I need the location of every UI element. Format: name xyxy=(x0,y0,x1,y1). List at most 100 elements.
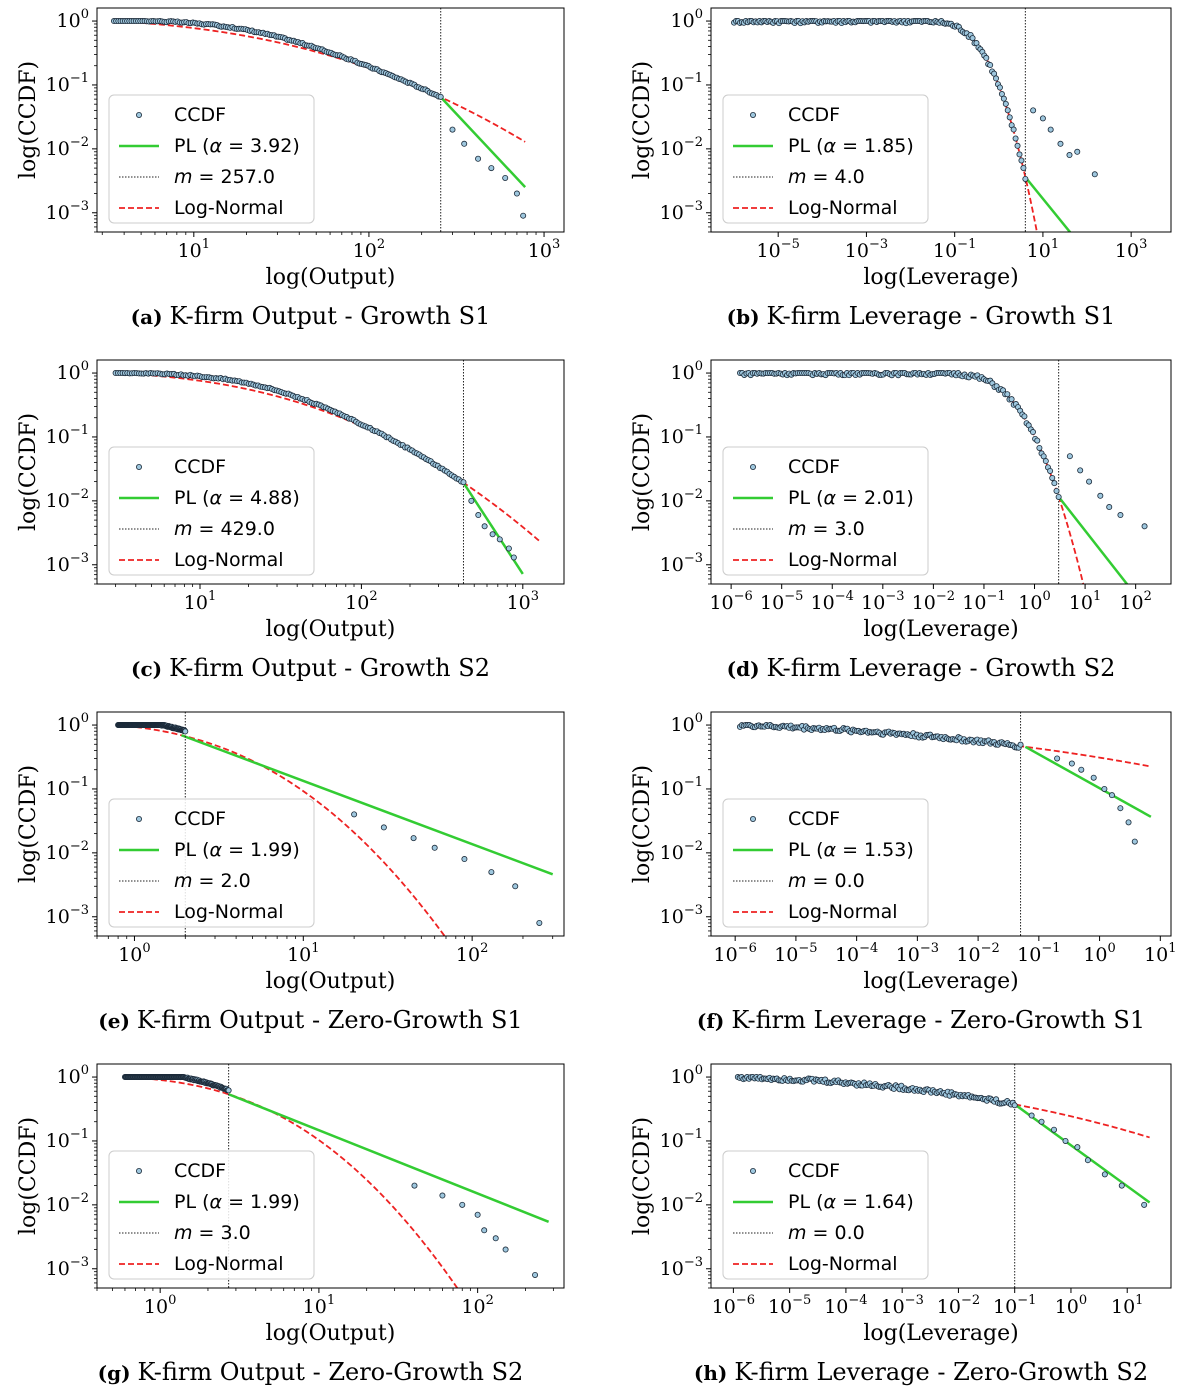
legend-pl-label: PL (α = 1.99) xyxy=(174,839,300,861)
y-axis-label: log(CCDF) xyxy=(16,61,41,179)
chart-c: 100 10−1 10−2 10−3 101 102 103 log(Output) log(C… xyxy=(16,359,565,682)
legend-lognormal-label: Log-Normal xyxy=(174,197,284,219)
legend-box xyxy=(722,94,929,224)
ccdf-point xyxy=(1125,819,1132,826)
y-axis-label: log(CCDF) xyxy=(16,765,41,883)
ccdf-point xyxy=(1018,157,1025,164)
ccdf-point xyxy=(1012,135,1019,142)
legend-box xyxy=(108,94,315,224)
y-tick-label: 100 xyxy=(57,359,89,384)
legend-lognormal-label: Log-Normal xyxy=(174,549,284,571)
legend-ccdf-marker xyxy=(135,1168,142,1175)
ccdf-point xyxy=(489,531,496,538)
x-tick-label: 101 xyxy=(178,237,210,262)
ccdf-point xyxy=(1002,100,1009,107)
y-tick-label: 10−3 xyxy=(660,1255,703,1280)
y-tick-label: 10−1 xyxy=(660,423,703,448)
legend-box xyxy=(722,1150,929,1280)
y-tick-label: 10−1 xyxy=(46,1127,89,1152)
power-law-line xyxy=(439,96,527,188)
legend-ccdf-label: CCDF xyxy=(174,808,226,830)
legend: CCDF PL (α = 1.99) m = 2.0 Log-Normal xyxy=(108,798,315,928)
x-tick-label: 101 xyxy=(184,589,216,614)
power-law-line xyxy=(1024,176,1072,232)
ccdf-point xyxy=(512,883,519,890)
lognormal-line xyxy=(113,20,526,143)
x-axis-label: log(Output) xyxy=(266,265,396,290)
legend-lognormal-label: Log-Normal xyxy=(788,901,898,923)
legend-ccdf-marker xyxy=(750,816,757,823)
ccdf-points xyxy=(731,18,1098,182)
ccdf-point xyxy=(182,728,189,735)
y-tick-label: 10−2 xyxy=(46,135,89,160)
ccdf-point xyxy=(1017,741,1024,748)
y-tick-label: 100 xyxy=(671,7,703,32)
y-tick-label: 10−2 xyxy=(46,839,89,864)
ccdf-point xyxy=(502,174,509,181)
legend-ccdf-marker xyxy=(750,463,757,470)
lognormal-line xyxy=(118,724,446,936)
x-tick-label: 102 xyxy=(456,941,488,966)
x-tick-label: 100 xyxy=(118,941,150,966)
legend-ccdf-label: CCDF xyxy=(174,104,226,126)
plot-frame xyxy=(710,711,1172,937)
x-tick-label: 10−6 xyxy=(712,1293,755,1318)
ccdf-point xyxy=(1028,1112,1035,1119)
x-axis-label: log(Output) xyxy=(266,617,396,642)
legend-ccdf-marker xyxy=(750,112,757,119)
legend: CCDF PL (α = 1.64) m = 0.0 Log-Normal xyxy=(722,1150,929,1280)
legend: CCDF PL (α = 4.88) m = 429.0 Log-Normal xyxy=(108,446,315,576)
ccdf-point xyxy=(1029,429,1036,436)
plot-frame xyxy=(710,1063,1172,1289)
ccdf-point xyxy=(351,811,358,818)
x-tick-label: 10−6 xyxy=(709,589,752,614)
x-tick-label: 10−6 xyxy=(713,941,756,966)
chart-h: 100 10−1 10−2 10−3 10−6 10−5 10−4 10−3 10−2 10−1 1… xyxy=(630,1063,1172,1386)
ccdf-point xyxy=(439,1192,446,1199)
legend-pl-label: PL (α = 2.01) xyxy=(788,487,914,509)
ccdf-point xyxy=(1021,413,1028,420)
x-tick-label: 102 xyxy=(1119,589,1151,614)
y-tick-label: 10−2 xyxy=(660,487,703,512)
ccdf-point xyxy=(1038,1118,1045,1125)
y-tick-label: 10−1 xyxy=(46,71,89,96)
x-tick-label: 10−1 xyxy=(993,1293,1036,1318)
legend-lognormal-label: Log-Normal xyxy=(174,901,284,923)
ccdf-point xyxy=(496,536,503,543)
ccdf-point xyxy=(1074,1144,1081,1151)
ccdf-point xyxy=(410,835,417,842)
legend: CCDF PL (α = 3.92) m = 257.0 Log-Normal xyxy=(108,94,315,224)
legend-m-label: m = 3.0 xyxy=(174,1222,251,1244)
ccdf-point xyxy=(1014,142,1021,149)
ccdf-point xyxy=(1020,164,1027,171)
chart-f: 100 10−1 10−2 10−3 10−6 10−5 10−4 10−3 10−2 10−1 1… xyxy=(630,711,1177,1034)
subfigure-caption: (d) K-firm Leverage - Growth S2 xyxy=(727,654,1116,682)
power-law-line xyxy=(1013,1103,1151,1204)
x-tick-label: 101 xyxy=(287,941,319,966)
x-tick-label: 101 xyxy=(303,1293,335,1318)
ccdf-point xyxy=(510,554,517,561)
x-tick-label: 101 xyxy=(1069,589,1101,614)
x-tick-label: 10−1 xyxy=(962,589,1005,614)
legend-lognormal-label: Log-Normal xyxy=(788,1253,898,1275)
ccdf-point xyxy=(1006,114,1013,121)
legend: CCDF PL (α = 1.85) m = 4.0 Log-Normal xyxy=(722,94,929,224)
ccdf-point xyxy=(1131,838,1138,845)
ccdf-point xyxy=(1066,453,1073,460)
x-tick-label: 10−3 xyxy=(845,237,888,262)
x-tick-label: 103 xyxy=(1115,237,1147,262)
ccdf-point xyxy=(1097,492,1104,499)
ccdf-point xyxy=(481,1227,488,1234)
ccdf-point xyxy=(1051,1126,1058,1133)
x-tick-label: 10−1 xyxy=(1017,941,1060,966)
ccdf-point xyxy=(1117,805,1124,812)
ccdf-point xyxy=(411,1182,418,1189)
legend-pl-label: PL (α = 4.88) xyxy=(174,487,300,509)
ccdf-point xyxy=(1008,396,1015,403)
ccdf-point xyxy=(1047,126,1054,133)
ccdf-point xyxy=(1039,115,1046,122)
ccdf-point xyxy=(437,93,444,100)
lognormal-line xyxy=(115,372,542,544)
